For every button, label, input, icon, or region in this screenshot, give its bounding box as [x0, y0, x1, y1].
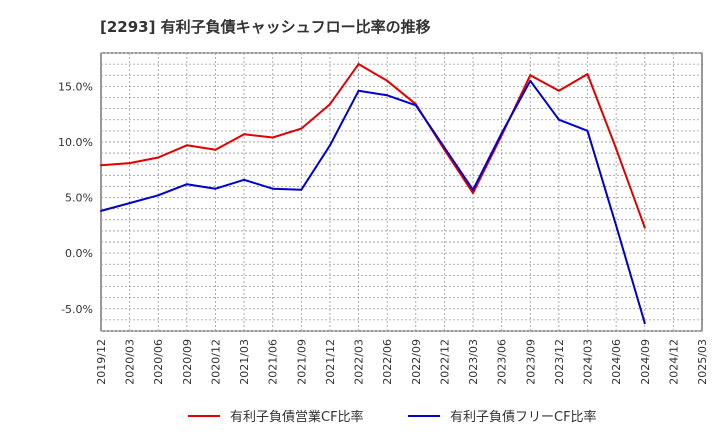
series-line-1 [100, 63, 646, 228]
data-point [128, 162, 131, 165]
data-point [185, 183, 188, 186]
x-tick-label: 2021/03 [238, 339, 251, 385]
x-tick-label: 2023/03 [467, 339, 480, 385]
data-point [386, 94, 389, 97]
legend-label-1: 有利子負債営業CF比率 [230, 409, 364, 425]
data-point [328, 144, 331, 147]
data-point [586, 73, 589, 76]
x-tick-label: 2023/06 [496, 339, 509, 385]
x-tick-label: 2019/12 [95, 339, 108, 385]
data-point [300, 188, 303, 191]
data-point [243, 178, 246, 181]
x-tick-label: 2022/03 [353, 339, 366, 385]
y-tick-label: 15.0% [58, 80, 93, 93]
data-point [157, 156, 160, 159]
x-tick-label: 2020/12 [209, 339, 222, 385]
x-tick-label: 2020/09 [181, 339, 194, 385]
data-point [128, 202, 131, 205]
data-point [615, 224, 618, 227]
x-tick-label: 2024/09 [639, 339, 652, 385]
legend: 有利子負債営業CF比率 有利子負債フリーCF比率 [188, 409, 597, 425]
x-tick-label: 2024/06 [610, 339, 623, 385]
x-tick-label: 2024/03 [582, 339, 595, 385]
y-tick-label: 0.0% [65, 247, 93, 260]
x-tick-label: 2021/12 [324, 339, 337, 385]
data-point [500, 132, 503, 135]
series-group [100, 63, 646, 325]
data-point [271, 136, 274, 139]
data-point [472, 192, 475, 195]
data-point [271, 187, 274, 190]
data-point [586, 129, 589, 132]
data-point [357, 89, 360, 92]
data-point [100, 209, 102, 212]
data-point [443, 146, 446, 149]
data-point [243, 133, 246, 136]
data-point [300, 127, 303, 130]
x-tick-label: 2020/03 [124, 339, 137, 385]
data-point [414, 104, 417, 107]
data-point [643, 322, 646, 325]
data-point [214, 187, 217, 190]
data-point [357, 63, 360, 66]
y-tick-label: 10.0% [58, 136, 93, 149]
data-point [328, 103, 331, 106]
y-tick-label: -5.0% [61, 303, 93, 316]
data-point [557, 118, 560, 121]
x-tick-label: 2023/12 [553, 339, 566, 385]
x-tick-label: 2024/12 [667, 339, 680, 385]
x-tick-label: 2020/06 [152, 339, 165, 385]
x-tick-label: 2025/03 [696, 339, 709, 385]
y-tick-label: 5.0% [65, 192, 93, 205]
x-tick-label: 2022/12 [438, 339, 451, 385]
chart-title: [2293] 有利子負債キャッシュフロー比率の推移 [100, 18, 431, 36]
x-tick-label: 2022/06 [381, 339, 394, 385]
data-point [529, 79, 532, 82]
data-point [472, 188, 475, 191]
data-point [157, 194, 160, 197]
plot-area [100, 52, 703, 332]
x-tick-label: 2022/09 [410, 339, 423, 385]
x-tick-label: 2021/09 [295, 339, 308, 385]
x-tick-label: 2021/06 [267, 339, 280, 385]
data-point [615, 147, 618, 150]
y-axis-ticks: -5.0% 0.0% 5.0% 10.0% 15.0% [58, 80, 93, 315]
x-axis-ticks: 2019/12 2020/03 2020/06 2020/09 2020/12 2021/… [95, 339, 709, 385]
series-line-2 [100, 79, 646, 324]
x-tick-label: 2023/09 [524, 339, 537, 385]
data-point [557, 89, 560, 92]
data-point [214, 148, 217, 151]
data-point [100, 164, 102, 167]
data-point [386, 79, 389, 82]
grid-lines [101, 52, 702, 332]
data-point [185, 144, 188, 147]
data-point [643, 226, 646, 229]
data-point [529, 74, 532, 77]
legend-label-2: 有利子負債フリーCF比率 [450, 409, 597, 425]
